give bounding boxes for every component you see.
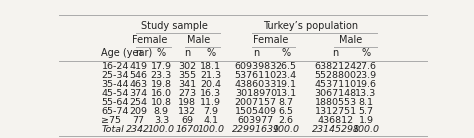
Text: 341: 341 xyxy=(178,80,196,89)
Text: 355: 355 xyxy=(178,71,196,80)
Text: 198: 198 xyxy=(178,98,196,107)
Text: 65-74: 65-74 xyxy=(101,107,129,116)
Text: 546: 546 xyxy=(129,71,147,80)
Text: 27.6: 27.6 xyxy=(356,62,376,71)
Text: 10.8: 10.8 xyxy=(151,98,172,107)
Text: 2007157: 2007157 xyxy=(235,98,277,107)
Text: Male: Male xyxy=(339,35,362,45)
Text: %: % xyxy=(361,48,371,58)
Text: 436812: 436812 xyxy=(318,116,354,125)
Text: Female: Female xyxy=(253,35,289,45)
Text: 3.3: 3.3 xyxy=(154,116,169,125)
Text: 419: 419 xyxy=(129,62,147,71)
Text: 21.3: 21.3 xyxy=(200,71,221,80)
Text: 23.9: 23.9 xyxy=(356,71,376,80)
Text: 5.7: 5.7 xyxy=(358,107,374,116)
Text: 1.9: 1.9 xyxy=(358,116,374,125)
Text: 8.1: 8.1 xyxy=(358,98,374,107)
Text: 1880553: 1880553 xyxy=(314,98,356,107)
Text: %: % xyxy=(206,48,215,58)
Text: n: n xyxy=(332,48,338,58)
Text: %: % xyxy=(282,48,291,58)
Text: 5528800: 5528800 xyxy=(314,71,356,80)
Text: 26.5: 26.5 xyxy=(276,62,297,71)
Text: 273: 273 xyxy=(178,89,196,98)
Text: 23.4: 23.4 xyxy=(276,71,297,80)
Text: 23145298: 23145298 xyxy=(311,125,359,134)
Text: 45-54: 45-54 xyxy=(101,89,129,98)
Text: 1312751: 1312751 xyxy=(314,107,356,116)
Text: 17.9: 17.9 xyxy=(151,62,172,71)
Text: 11.9: 11.9 xyxy=(200,98,221,107)
Text: 2342: 2342 xyxy=(126,125,150,134)
Text: 100.0: 100.0 xyxy=(353,125,380,134)
Text: 69: 69 xyxy=(181,116,193,125)
Text: Turkey’s population: Turkey’s population xyxy=(264,21,358,31)
Text: %: % xyxy=(157,48,166,58)
Text: 3067148: 3067148 xyxy=(314,89,356,98)
Text: 77: 77 xyxy=(132,116,144,125)
Text: 13.1: 13.1 xyxy=(276,89,297,98)
Text: 16.0: 16.0 xyxy=(151,89,172,98)
Text: 55-64: 55-64 xyxy=(101,98,129,107)
Text: 13.3: 13.3 xyxy=(356,89,377,98)
Text: 35-44: 35-44 xyxy=(101,80,129,89)
Text: 302: 302 xyxy=(178,62,196,71)
Text: 132: 132 xyxy=(178,107,196,116)
Text: 1670: 1670 xyxy=(175,125,199,134)
Text: 4.1: 4.1 xyxy=(203,116,218,125)
Text: 19.8: 19.8 xyxy=(151,80,172,89)
Text: 2.6: 2.6 xyxy=(279,116,294,125)
Text: 19.1: 19.1 xyxy=(276,80,297,89)
Text: 8.9: 8.9 xyxy=(154,107,169,116)
Text: Total: Total xyxy=(101,125,124,134)
Text: 7.9: 7.9 xyxy=(203,107,218,116)
Text: 20.4: 20.4 xyxy=(200,80,221,89)
Text: 16.3: 16.3 xyxy=(200,89,221,98)
Text: 603977: 603977 xyxy=(238,116,274,125)
Text: 4386033: 4386033 xyxy=(235,80,277,89)
Text: n: n xyxy=(184,48,190,58)
Text: 25-34: 25-34 xyxy=(101,71,129,80)
Text: 5376110: 5376110 xyxy=(235,71,277,80)
Text: 6093983: 6093983 xyxy=(235,62,277,71)
Text: Study sample: Study sample xyxy=(141,21,208,31)
Text: 19.6: 19.6 xyxy=(356,80,376,89)
Text: 100.0: 100.0 xyxy=(197,125,224,134)
Text: 3018970: 3018970 xyxy=(235,89,277,98)
Text: 100.0: 100.0 xyxy=(273,125,300,134)
Text: 100.0: 100.0 xyxy=(148,125,175,134)
Text: 8.7: 8.7 xyxy=(279,98,294,107)
Text: 1505409: 1505409 xyxy=(235,107,277,116)
Text: 6.5: 6.5 xyxy=(279,107,294,116)
Text: 22991639: 22991639 xyxy=(232,125,280,134)
Text: 23.3: 23.3 xyxy=(151,71,172,80)
Text: 374: 374 xyxy=(129,89,147,98)
Text: Age (year): Age (year) xyxy=(101,48,153,58)
Text: 463: 463 xyxy=(129,80,147,89)
Text: 18.1: 18.1 xyxy=(200,62,221,71)
Text: n: n xyxy=(135,48,141,58)
Text: Female: Female xyxy=(132,35,167,45)
Text: 209: 209 xyxy=(129,107,147,116)
Text: n: n xyxy=(253,48,259,58)
Text: Male: Male xyxy=(187,35,210,45)
Text: 16-24: 16-24 xyxy=(101,62,129,71)
Text: 254: 254 xyxy=(129,98,147,107)
Text: 6382124: 6382124 xyxy=(314,62,356,71)
Text: ≥75: ≥75 xyxy=(101,116,121,125)
Text: 4537110: 4537110 xyxy=(314,80,356,89)
